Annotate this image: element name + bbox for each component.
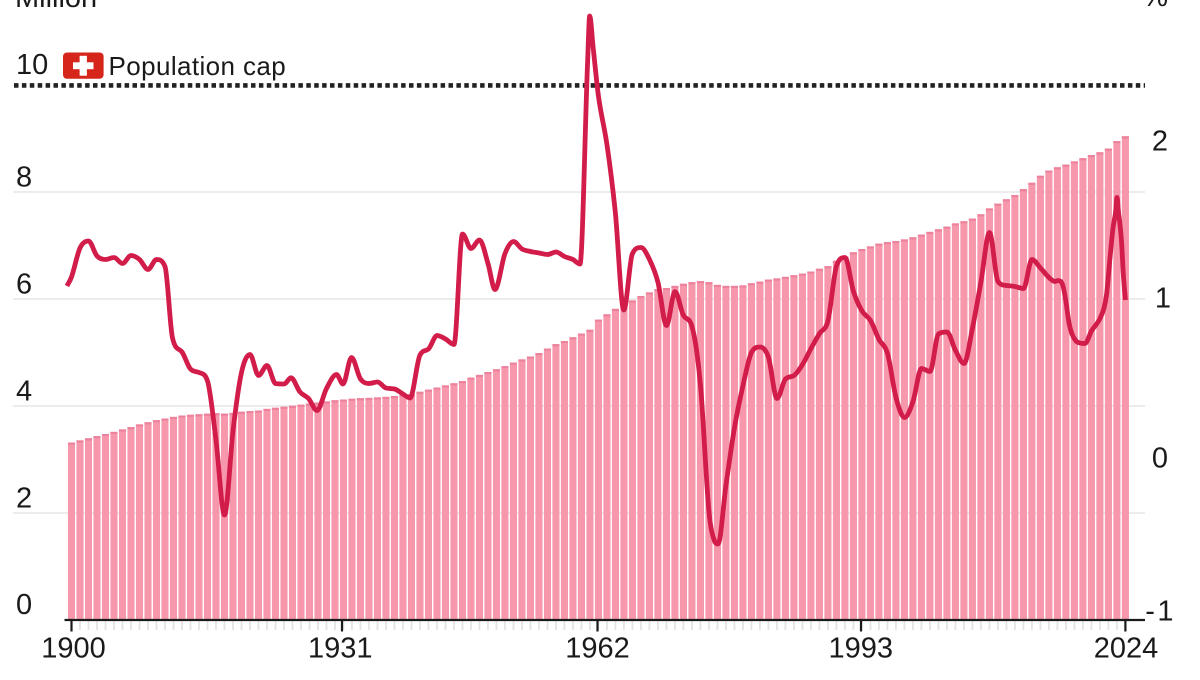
svg-text:1993: 1993 [829, 633, 894, 665]
svg-text:Population cap: Population cap [109, 51, 287, 81]
svg-text:-1: -1 [1145, 596, 1176, 628]
svg-text:6: 6 [16, 269, 32, 301]
svg-text:0: 0 [16, 589, 32, 621]
svg-text:8: 8 [16, 162, 32, 194]
svg-text:0: 0 [1152, 443, 1168, 475]
svg-text:10: 10 [16, 49, 48, 81]
svg-text:1962: 1962 [565, 633, 630, 665]
svg-text:1: 1 [1155, 283, 1171, 315]
svg-text:1931: 1931 [308, 633, 373, 665]
svg-text:4: 4 [16, 376, 32, 408]
svg-text:2024: 2024 [1094, 633, 1159, 665]
svg-text:2: 2 [1152, 126, 1168, 158]
svg-text:%: % [1142, 0, 1168, 13]
svg-text:Million: Million [15, 0, 97, 14]
svg-text:1900: 1900 [41, 633, 106, 665]
svg-text:2: 2 [16, 483, 32, 515]
